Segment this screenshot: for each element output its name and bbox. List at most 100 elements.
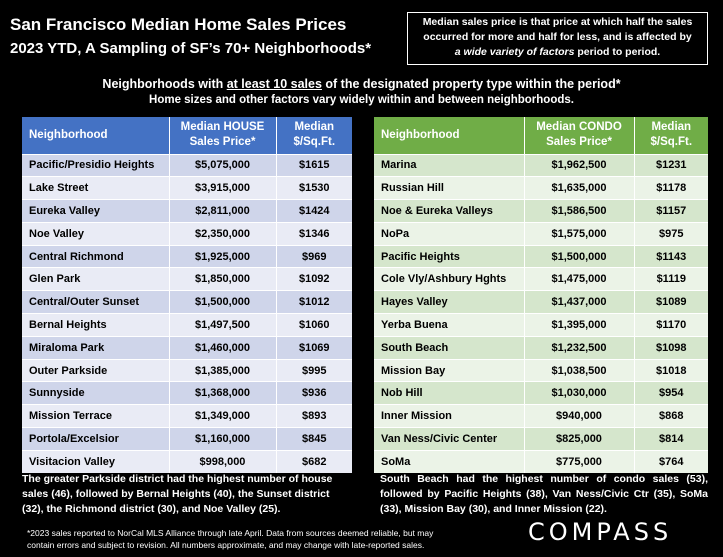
house-header-row: Neighborhood Median HOUSE Sales Price* M… — [22, 117, 352, 154]
condo-sqft-cell: $814 — [634, 427, 708, 451]
condo-table-row: NoPa $1,575,000 $975 — [374, 221, 708, 246]
house-price-cell: $1,500,000 — [169, 290, 277, 314]
condo-sqft-cell: $1231 — [634, 153, 708, 177]
condo-sqft-cell: $1170 — [634, 313, 708, 337]
house-summary: The greater Parkside district had the hi… — [22, 473, 333, 515]
house-table-row: Miraloma Park $1,460,000 $1069 — [22, 335, 352, 360]
house-sqft-cell: $969 — [276, 244, 352, 268]
condo-table-row: South Beach $1,232,500 $1098 — [374, 335, 708, 360]
condo-price-cell: $1,038,500 — [524, 358, 635, 382]
condo-sqft-cell: $1119 — [634, 267, 708, 291]
condo-sqft-cell: $1178 — [634, 176, 708, 200]
condo-sqft-cell: $1098 — [634, 335, 708, 360]
compass-logo: COMPASS — [528, 518, 673, 546]
page-title: San Francisco Median Home Sales Prices — [10, 15, 347, 34]
condo-table-row: Cole Vly/Ashbury Hghts $1,475,000 $1119 — [374, 267, 708, 291]
house-prices-table: Neighborhood Median HOUSE Sales Price* M… — [22, 117, 352, 474]
condo-neighborhood-cell: Hayes Valley — [374, 290, 525, 314]
house-sqft-cell: $1012 — [276, 290, 352, 314]
house-neighborhood-cell: Eureka Valley — [22, 199, 170, 223]
house-table-row: Portola/Excelsior $1,160,000 $845 — [22, 427, 352, 451]
note-line-3-rest: period to period. — [574, 46, 661, 58]
house-table-row: Outer Parkside $1,385,000 $995 — [22, 358, 352, 382]
condo-price-cell: $775,000 — [524, 449, 635, 474]
house-table-row: Noe Valley $2,350,000 $1346 — [22, 221, 352, 246]
house-table-body: Pacific/Presidio Heights $5,075,000 $1615 L… — [22, 153, 352, 474]
condo-neighborhood-cell: SoMa — [374, 449, 525, 474]
house-price-cell: $1,160,000 — [169, 427, 277, 451]
house-price-cell: $1,925,000 — [169, 244, 277, 268]
condo-neighborhood-cell: Pacific Heights — [374, 244, 525, 268]
condo-neighborhood-cell: Cole Vly/Ashbury Hghts — [374, 267, 525, 291]
note-line-1: Median sales price is that price at whic… — [422, 16, 693, 28]
house-price-cell: $5,075,000 — [169, 153, 277, 177]
condo-sqft-cell: $1018 — [634, 358, 708, 382]
condo-neighborhood-cell: Noe & Eureka Valleys — [374, 199, 525, 223]
intro-text: Neighborhoods with at least 10 sales of … — [0, 76, 723, 108]
house-sqft-cell: $893 — [276, 404, 352, 428]
condo-neighborhood-cell: South Beach — [374, 335, 525, 360]
house-sqft-cell: $936 — [276, 381, 352, 405]
house-table-row: Visitacion Valley $998,000 $682 — [22, 449, 352, 474]
condo-price-cell: $825,000 — [524, 427, 635, 451]
condo-prices-table: Neighborhood Median CONDO Sales Price* M… — [374, 117, 708, 474]
condo-header-row: Neighborhood Median CONDO Sales Price* M… — [374, 117, 708, 154]
condo-sqft-cell: $1157 — [634, 199, 708, 223]
house-sqft-cell: $1092 — [276, 267, 352, 291]
house-neighborhood-cell: Miraloma Park — [22, 335, 170, 360]
condo-neighborhood-cell: Yerba Buena — [374, 313, 525, 337]
title-block: San Francisco Median Home Sales Prices 2… — [10, 14, 395, 60]
house-sqft-cell: $1424 — [276, 199, 352, 223]
page-subtitle: 2023 YTD, A Sampling of SF’s 70+ Neighbo… — [10, 40, 372, 57]
house-neighborhood-cell: Central Richmond — [22, 244, 170, 268]
condo-table-row: SoMa $775,000 $764 — [374, 449, 708, 474]
house-price-cell: $998,000 — [169, 449, 277, 474]
condo-sqft-cell: $1143 — [634, 244, 708, 268]
house-neighborhood-cell: Portola/Excelsior — [22, 427, 170, 451]
condo-table-row: Yerba Buena $1,395,000 $1170 — [374, 313, 708, 337]
condo-sqft-cell: $868 — [634, 404, 708, 428]
house-price-cell: $2,811,000 — [169, 199, 277, 223]
condo-table-row: Russian Hill $1,635,000 $1178 — [374, 176, 708, 200]
house-table-row: Eureka Valley $2,811,000 $1424 — [22, 199, 352, 223]
house-sqft-cell: $1530 — [276, 176, 352, 200]
house-price-cell: $1,850,000 — [169, 267, 277, 291]
house-price-cell: $1,368,000 — [169, 381, 277, 405]
house-neighborhood-cell: Glen Park — [22, 267, 170, 291]
house-table-row: Sunnyside $1,368,000 $936 — [22, 381, 352, 405]
intro-pre: Neighborhoods with — [102, 77, 227, 91]
intro-line-1: Neighborhoods with at least 10 sales of … — [0, 76, 723, 92]
condo-price-cell: $1,962,500 — [524, 153, 635, 177]
condo-neighborhood-cell: NoPa — [374, 221, 525, 246]
condo-sqft-cell: $954 — [634, 381, 708, 405]
condo-neighborhood-cell: Van Ness/Civic Center — [374, 427, 525, 451]
condo-neighborhood-cell: Inner Mission — [374, 404, 525, 428]
footnote-line-1: *2023 sales reported to NorCal MLS Allia… — [27, 528, 434, 538]
house-header-sqft: Median $/Sq.Ft. — [276, 117, 352, 154]
house-neighborhood-cell: Outer Parkside — [22, 358, 170, 382]
house-price-cell: $3,915,000 — [169, 176, 277, 200]
house-header-price: Median HOUSE Sales Price* — [169, 117, 277, 154]
condo-sqft-cell: $1089 — [634, 290, 708, 314]
house-sqft-cell: $1069 — [276, 335, 352, 360]
house-sqft-cell: $845 — [276, 427, 352, 451]
footnote: *2023 sales reported to NorCal MLS Allia… — [27, 527, 527, 551]
house-price-cell: $2,350,000 — [169, 221, 277, 246]
house-neighborhood-cell: Sunnyside — [22, 381, 170, 405]
house-sqft-cell: $1060 — [276, 313, 352, 337]
condo-table-row: Inner Mission $940,000 $868 — [374, 404, 708, 428]
condo-table-row: Marina $1,962,500 $1231 — [374, 153, 708, 177]
house-sqft-cell: $682 — [276, 449, 352, 474]
condo-sqft-cell: $975 — [634, 221, 708, 246]
definition-note: Median sales price is that price at whic… — [407, 12, 708, 65]
condo-neighborhood-cell: Marina — [374, 153, 525, 177]
note-line-3: a wide variety of factors period to peri… — [412, 45, 703, 60]
house-neighborhood-cell: Mission Terrace — [22, 404, 170, 428]
house-sqft-cell: $1615 — [276, 153, 352, 177]
house-table-row: Mission Terrace $1,349,000 $893 — [22, 404, 352, 428]
condo-table-row: Nob Hill $1,030,000 $954 — [374, 381, 708, 405]
house-header-neighborhood: Neighborhood — [22, 117, 170, 154]
house-price-cell: $1,349,000 — [169, 404, 277, 428]
condo-table-row: Pacific Heights $1,500,000 $1143 — [374, 244, 708, 268]
condo-table-row: Hayes Valley $1,437,000 $1089 — [374, 290, 708, 314]
